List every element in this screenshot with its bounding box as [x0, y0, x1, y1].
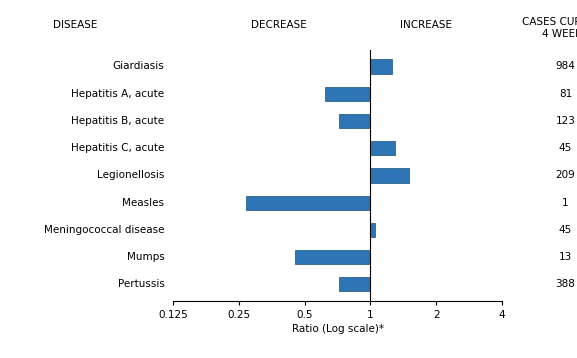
Text: DECREASE: DECREASE	[251, 20, 306, 30]
Bar	[370, 59, 392, 73]
Text: Hepatitis A, acute: Hepatitis A, acute	[72, 89, 164, 99]
Text: DISEASE: DISEASE	[53, 20, 97, 30]
Text: 13: 13	[559, 252, 572, 262]
Text: Giardiasis: Giardiasis	[113, 62, 164, 72]
Bar	[339, 277, 370, 291]
Bar	[325, 87, 370, 101]
Text: Hepatitis B, acute: Hepatitis B, acute	[72, 116, 164, 126]
Text: 4 WEEKS: 4 WEEKS	[542, 29, 577, 39]
Text: Hepatitis C, acute: Hepatitis C, acute	[71, 143, 164, 153]
Text: Pertussis: Pertussis	[118, 279, 164, 289]
Text: CASES CURRENT: CASES CURRENT	[522, 17, 577, 27]
Bar	[339, 114, 370, 128]
X-axis label: Ratio (Log scale)*: Ratio (Log scale)*	[291, 324, 384, 334]
Text: Measles: Measles	[122, 198, 164, 208]
Text: Mumps: Mumps	[127, 252, 164, 262]
Bar	[295, 250, 370, 264]
Text: 209: 209	[556, 170, 575, 180]
Bar	[246, 195, 370, 210]
Text: 45: 45	[559, 143, 572, 153]
Text: 123: 123	[556, 116, 575, 126]
Text: 81: 81	[559, 89, 572, 99]
Text: 45: 45	[559, 225, 572, 235]
Text: INCREASE: INCREASE	[400, 20, 452, 30]
Text: 984: 984	[556, 62, 575, 72]
Text: Legionellosis: Legionellosis	[97, 170, 164, 180]
Text: 1: 1	[562, 198, 569, 208]
Bar	[370, 168, 409, 183]
Text: Meningococcal disease: Meningococcal disease	[44, 225, 164, 235]
Bar	[370, 223, 375, 237]
Text: 388: 388	[556, 279, 575, 289]
Bar	[370, 141, 395, 155]
